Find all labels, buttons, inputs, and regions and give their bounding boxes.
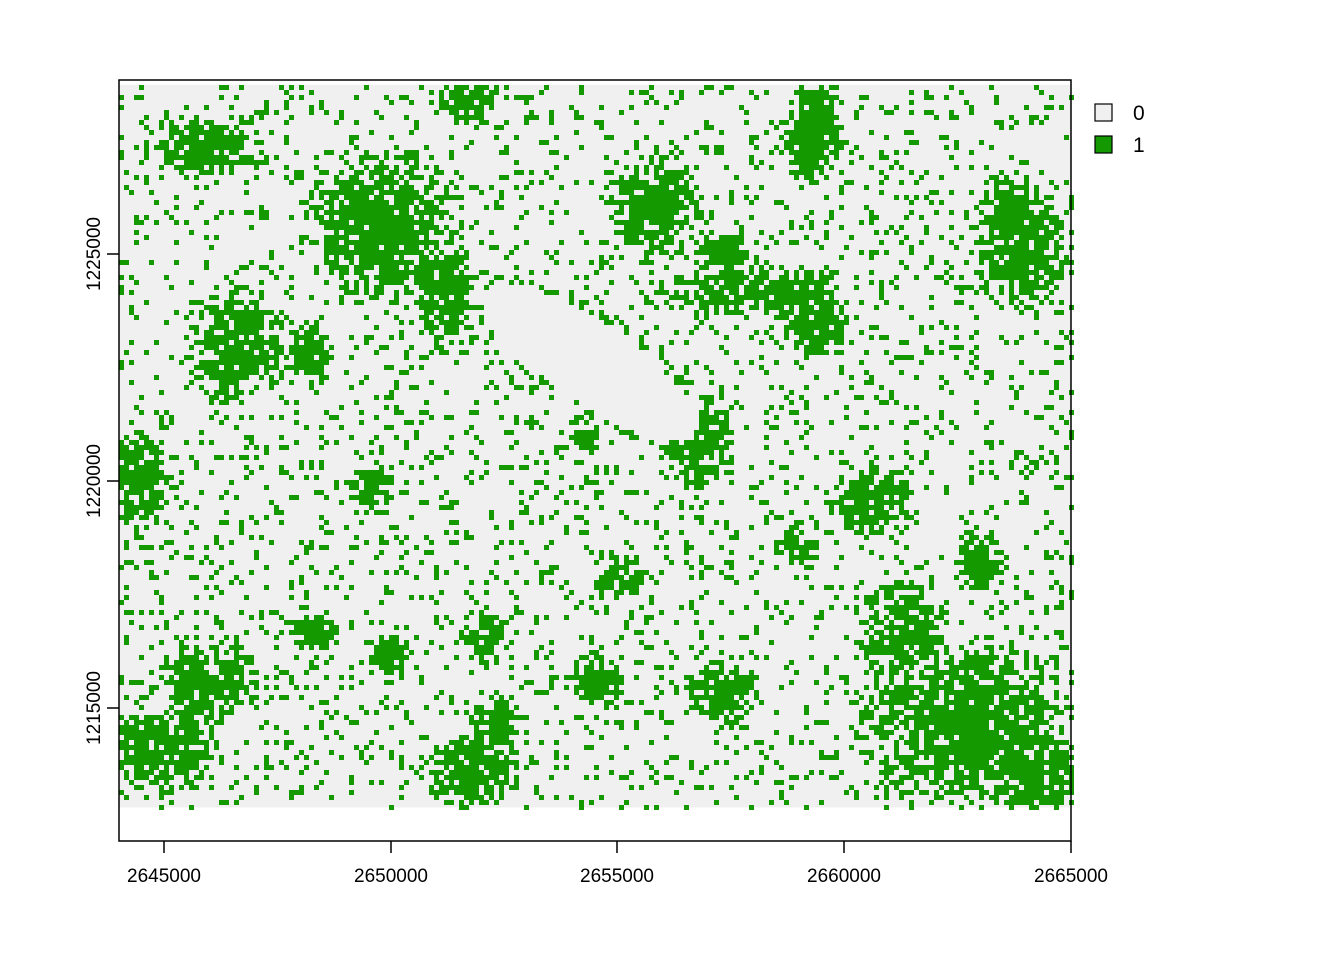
y-tick: 1220000 [84,444,119,518]
x-tick: 2655000 [580,841,654,887]
x-tick: 2660000 [807,841,881,887]
legend-item-0: 0 [1094,102,1145,125]
legend-label-1: 1 [1133,134,1145,157]
y-tick-label: 1215000 [84,671,105,745]
legend-swatch-0 [1094,103,1113,122]
x-tick-label: 2645000 [127,866,201,887]
y-tick: 1225000 [84,217,119,291]
plot-frame [118,79,1072,842]
raster-class-1-cells [119,84,1074,810]
legend-item-1: 1 [1094,134,1145,157]
x-tick: 2665000 [1034,841,1108,887]
x-tick-label: 2655000 [580,866,654,887]
y-tick-label: 1220000 [84,444,105,518]
x-tick-label: 2665000 [1034,866,1108,887]
legend: 0 1 [1094,102,1145,157]
legend-swatch-1 [1094,135,1113,154]
y-tick-label: 1225000 [84,217,105,291]
y-axis: 1215000 1220000 1225000 [84,217,119,745]
x-axis: 2645000 2650000 2655000 2660000 2665000 [127,841,1108,887]
x-tick: 2645000 [127,841,201,887]
legend-label-0: 0 [1133,102,1145,125]
raster-layer [119,84,1074,810]
y-tick: 1215000 [84,671,119,745]
x-tick-label: 2660000 [807,866,881,887]
x-tick: 2650000 [354,841,428,887]
x-tick-label: 2650000 [354,866,428,887]
